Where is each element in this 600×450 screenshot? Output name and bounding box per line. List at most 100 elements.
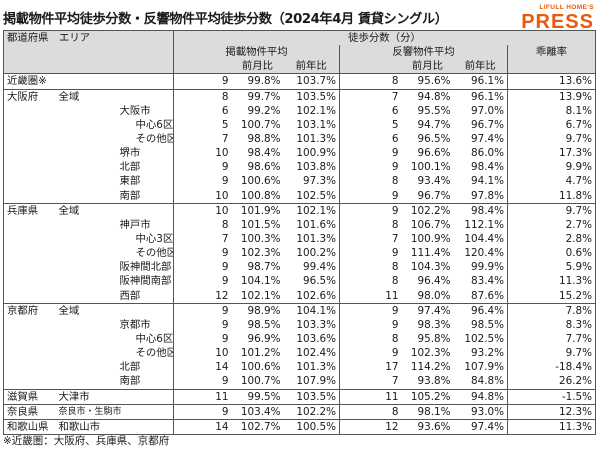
cell-divergence: 26.2% [507, 374, 596, 390]
cell-response-minutes: 8 [339, 217, 402, 232]
table-row: 南部 10 100.8% 102.5% 9 96.7% 97.8% 11.8% [3, 188, 596, 204]
cell-listed-minutes: 9 [173, 302, 232, 318]
cell-pref: 滋賀県 [3, 388, 56, 405]
cell-listed-mom: 101.9% [231, 202, 284, 218]
cell-listed-yoy: 103.1% [296, 118, 336, 131]
table-row: 堺市 10 98.4% 100.9% 9 96.6% 86.0% 17.3% [3, 146, 596, 161]
table-row: 西部 12 102.1% 102.6% 11 98.0% 87.6% 15.2% [3, 288, 596, 304]
cell-response-mom: 97.4% [401, 302, 454, 318]
cell-response-yoy: 97.4% [453, 418, 508, 435]
table-row: 大阪市 6 99.2% 102.1% 6 95.5% 97.0% 8.1% [3, 103, 596, 118]
cell-area: 和歌山市 [55, 418, 174, 435]
cell-pref [3, 146, 56, 161]
cell-divergence: 12.3% [507, 403, 596, 420]
cell-listed-minutes: 9 [173, 374, 232, 390]
cell-response-minutes: 7 [339, 374, 402, 390]
cell-listed-mom: 100.6% [240, 361, 281, 374]
cell-divergence: 7.8% [507, 302, 596, 318]
table-row: 和歌山県 和歌山市 14 102.7% 100.5% 12 93.6% 97.4% 11.3% [3, 418, 596, 435]
cell-area: 中心6区 [135, 118, 174, 131]
cell-area: 阪神間北部 [119, 261, 172, 274]
cell-response-yoy: 96.1% [453, 88, 508, 104]
cell-response-minutes: 8 [339, 331, 402, 347]
cell-pref [3, 188, 56, 204]
cell-divergence: 4.7% [507, 174, 596, 189]
cell-listed-mom: 102.7% [231, 418, 284, 435]
cell-response-yoy: 97.4% [470, 133, 504, 146]
cell-listed-mom: 99.7% [231, 88, 284, 104]
table-row: 神戸市 8 101.5% 101.6% 8 106.7% 112.1% 2.7% [3, 217, 596, 232]
cell-area: 奈良市・生駒市 [55, 403, 174, 420]
cell-listed-yoy: 107.9% [296, 375, 336, 388]
cell-pref [3, 246, 56, 261]
cell-response-minutes: 6 [339, 131, 402, 147]
cell-divergence: 0.6% [507, 246, 596, 261]
cell-response-mom: 94.8% [401, 88, 454, 104]
table-row: その他区 10 101.2% 102.4% 9 102.3% 93.2% 9.7% [3, 346, 596, 361]
cell-divergence: 17.3% [507, 146, 596, 161]
cell-response-mom: 96.6% [417, 147, 451, 160]
cell-pref [3, 131, 56, 147]
cell-area: 南部 [119, 375, 141, 388]
cell-response-yoy: 112.1% [464, 218, 504, 231]
cell-pref [3, 331, 56, 347]
cell-listed-minutes: 5 [173, 117, 232, 132]
cell-listed-minutes: 8 [173, 88, 232, 104]
cell-listed-minutes: 10 [173, 146, 232, 161]
cell-response-mom: 95.5% [417, 104, 451, 117]
cell-listed-yoy: 99.4% [302, 261, 336, 274]
cell-listed-mom: 103.4% [231, 403, 284, 420]
page-title: 掲載物件平均徒歩分数・反響物件平均徒歩分数（2024年4月 賃貸シングル） [3, 12, 448, 27]
header-region: 都道府県 エリア [3, 30, 174, 46]
cell-area: 全域 [55, 202, 174, 218]
cell-divergence: 9.7% [507, 202, 596, 218]
cell-listed-yoy: 100.9% [296, 147, 336, 160]
cell-response-minutes: 9 [339, 202, 402, 218]
cell-listed-yoy: 102.2% [283, 403, 340, 420]
table-row: 奈良県 奈良市・生駒市 9 103.4% 102.2% 8 98.1% 93.0% 12.3% [3, 403, 596, 420]
cell-response-minutes: 7 [339, 231, 402, 247]
cell-response-mom: 95.8% [417, 333, 451, 346]
cell-listed-yoy: 102.1% [283, 202, 340, 218]
cell-pref: 兵庫県 [3, 202, 56, 218]
cell-listed-minutes: 9 [173, 331, 232, 347]
cell-response-minutes: 5 [339, 117, 402, 132]
cell-response-mom: 96.7% [417, 189, 451, 202]
cell-listed-minutes: 12 [173, 288, 232, 304]
table-row: 中心6区 9 96.9% 103.6% 8 95.8% 102.5% 7.7% [3, 331, 596, 347]
cell-area: 東部 [119, 175, 141, 188]
cell-listed-yoy: 96.5% [302, 275, 336, 288]
cell-response-yoy: 87.6% [470, 289, 504, 302]
cell-response-mom: 102.3% [410, 347, 451, 360]
cell-listed-minutes: 14 [173, 418, 232, 435]
cell-listed-yoy: 103.5% [283, 388, 340, 405]
cell-listed-mom: 104.1% [240, 275, 281, 288]
cell-response-minutes: 6 [339, 103, 402, 118]
cell-pref [3, 346, 56, 361]
cell-response-yoy: 98.4% [470, 161, 504, 174]
cell-area: 堺市 [119, 147, 141, 160]
cell-response-yoy: 93.0% [453, 403, 508, 420]
cell-listed-yoy: 102.5% [296, 189, 336, 202]
cell-listed-minutes: 11 [173, 388, 232, 405]
cell-area: 全域 [55, 88, 174, 104]
cell-response-yoy: 86.0% [470, 147, 504, 160]
cell-response-minutes: 7 [339, 88, 402, 104]
cell-listed-minutes: 9 [173, 403, 232, 420]
header-listed-yoy: 前年比 [283, 59, 340, 74]
walk-time-table: 都道府県 エリア 徒歩分数（分） 掲載物件平均 反響物件平均 乖離率 前月比 前… [3, 30, 596, 435]
cell-listed-minutes: 9 [173, 260, 232, 275]
cell-area: その他区 [135, 133, 174, 146]
cell-divergence: 13.6% [507, 73, 596, 90]
cell-divergence: 8.1% [507, 103, 596, 118]
table-row: 大阪府 全域 8 99.7% 103.5% 7 94.8% 96.1% 13.9% [3, 88, 596, 104]
cell-listed-minutes: 9 [173, 317, 232, 332]
table-row: 滋賀県 大津市 11 99.5% 103.5% 11 105.2% 94.8% -1.5% [3, 388, 596, 405]
cell-listed-mom: 99.2% [247, 104, 281, 117]
cell-listed-minutes: 7 [173, 131, 232, 147]
logo-main-text: PRESS [521, 10, 594, 33]
cell-listed-mom: 101.2% [240, 347, 281, 360]
cell-listed-minutes: 9 [173, 274, 232, 289]
cell-response-mom: 98.3% [417, 318, 451, 331]
cell-listed-mom: 100.7% [240, 375, 281, 388]
